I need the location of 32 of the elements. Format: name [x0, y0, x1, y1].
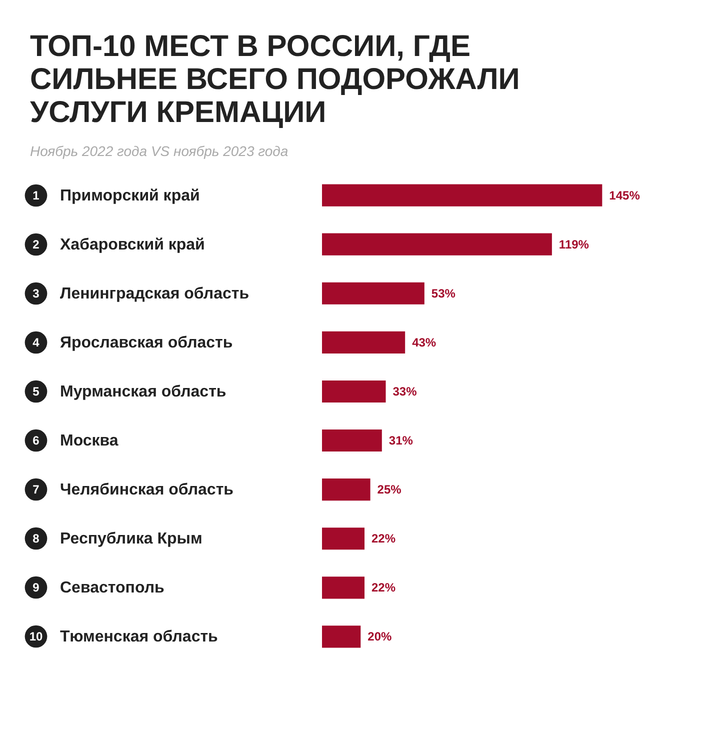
- category-label: 1 Приморский край: [32, 188, 200, 204]
- data-label: 119%: [558, 237, 590, 252]
- bar: [322, 576, 365, 599]
- category-label: 5 Мурманская область: [32, 384, 226, 400]
- data-label: 43%: [412, 335, 436, 350]
- data-label: 53%: [431, 286, 456, 300]
- data-label: 145%: [609, 188, 640, 202]
- category-label: 7 Челябинская область: [32, 482, 234, 498]
- category-label: 4 Ярославская область: [32, 334, 233, 352]
- bar: [322, 184, 602, 206]
- category-label: 9 Севастополь: [32, 580, 164, 596]
- bar: [322, 282, 424, 304]
- category-label: 2 Хабаровский край: [32, 236, 205, 254]
- text: Ноябрь 2022 года VS ноябрь 2023 года: [30, 143, 290, 159]
- bar: [322, 233, 552, 256]
- data-label: 25%: [377, 482, 402, 497]
- data-label: 31%: [388, 434, 414, 448]
- bar: [322, 626, 361, 648]
- data-label: 22%: [372, 580, 396, 595]
- bar: [322, 429, 382, 452]
- category-label: 8 Республика Крым: [32, 530, 202, 548]
- category-label: 3 Ленинградская область: [32, 286, 250, 302]
- data-label: 22%: [372, 532, 396, 546]
- bar: [322, 478, 370, 501]
- category-label: 6 Москва: [32, 432, 118, 450]
- chart-title: ТОП-10 МЕСТ В РОССИИ, ГДЕ СИЛЬНЕЕ ВСЕГО ПОДОРОЖАЛИ УСЛУГИ КРЕМАЦИИ: [30, 30, 521, 129]
- bar: [322, 528, 365, 550]
- data-label: 20%: [368, 630, 392, 644]
- bar: [322, 380, 386, 403]
- data-label: 33%: [392, 384, 418, 398]
- category-label: 10 Тюменская область: [29, 628, 218, 646]
- bar: [322, 331, 406, 354]
